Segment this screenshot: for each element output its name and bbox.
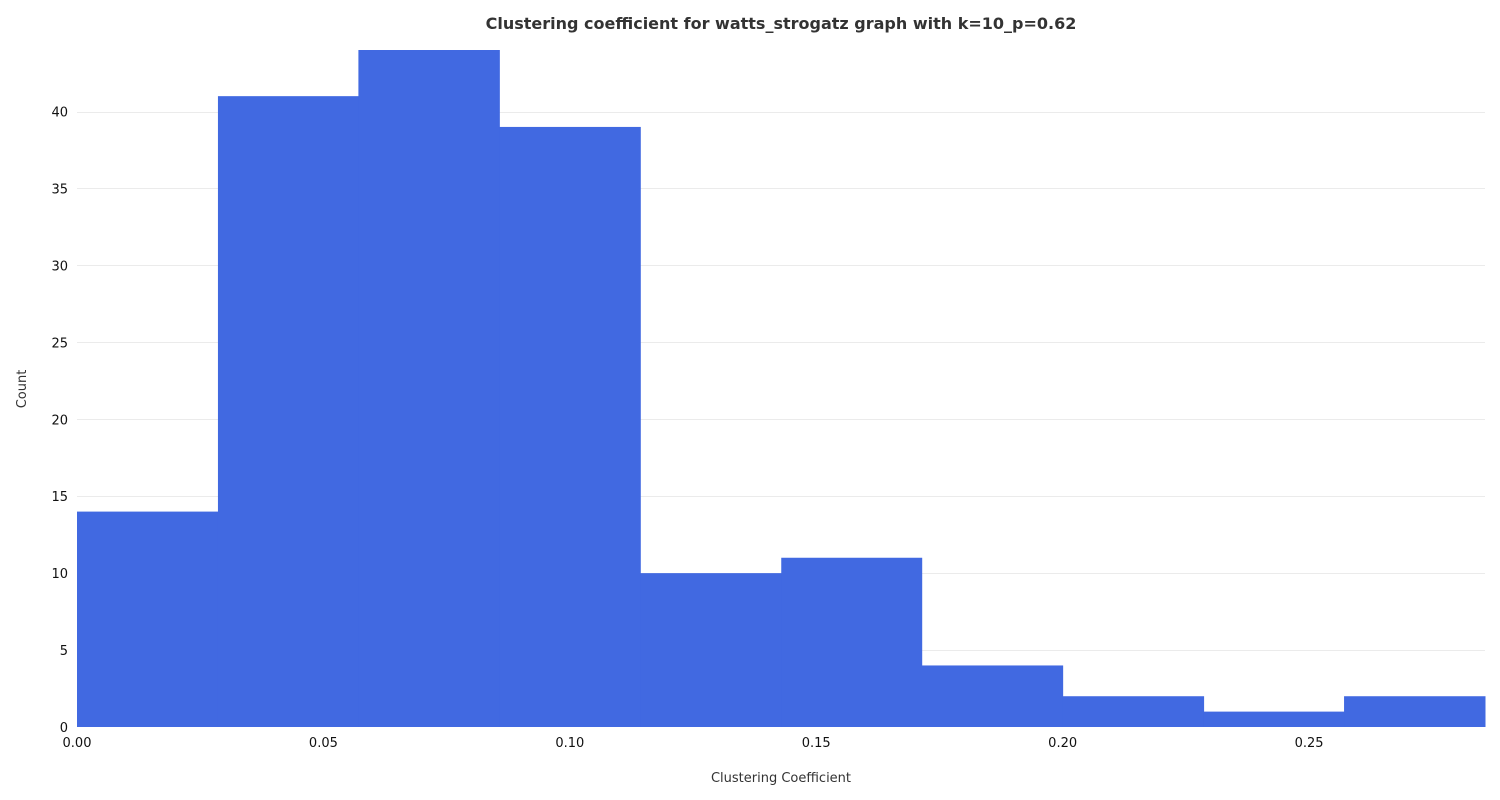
x-tick-label: 0.15 — [802, 736, 831, 751]
histogram-bar — [781, 557, 923, 727]
x-axis-label: Clustering Coefficient — [711, 771, 851, 786]
x-axis-ticks: 0.00 0.05 0.10 0.15 0.20 0.25 — [63, 736, 1324, 751]
histogram-bar — [77, 511, 219, 727]
x-tick-label: 0.10 — [555, 736, 584, 751]
y-tick-label: 10 — [51, 567, 68, 582]
y-axis-label: Count — [15, 370, 30, 409]
histogram-bars — [77, 50, 1486, 728]
y-tick-label: 20 — [51, 413, 68, 428]
y-tick-label: 15 — [51, 490, 68, 505]
chart-title: Clustering coefficient for watts_strogat… — [486, 14, 1077, 33]
histogram-bar — [217, 96, 359, 728]
x-tick-label: 0.05 — [309, 736, 338, 751]
y-tick-label: 35 — [51, 182, 68, 197]
histogram-bar — [499, 126, 641, 727]
histogram-bar — [1344, 696, 1486, 727]
y-tick-label: 0 — [60, 721, 68, 736]
x-tick-label: 0.00 — [63, 736, 92, 751]
y-tick-label: 40 — [51, 106, 68, 121]
histogram-bar — [640, 573, 782, 727]
y-tick-label: 25 — [51, 336, 68, 351]
x-tick-label: 0.25 — [1295, 736, 1324, 751]
histogram-bar — [1062, 696, 1205, 727]
y-axis-ticks: 0 5 10 15 20 25 30 35 40 — [51, 106, 68, 736]
histogram-bar — [1203, 711, 1345, 727]
histogram-bar — [358, 50, 500, 727]
histogram-bar — [921, 665, 1064, 727]
y-tick-label: 5 — [60, 644, 68, 659]
x-tick-label: 0.20 — [1048, 736, 1077, 751]
y-tick-label: 30 — [51, 259, 68, 274]
